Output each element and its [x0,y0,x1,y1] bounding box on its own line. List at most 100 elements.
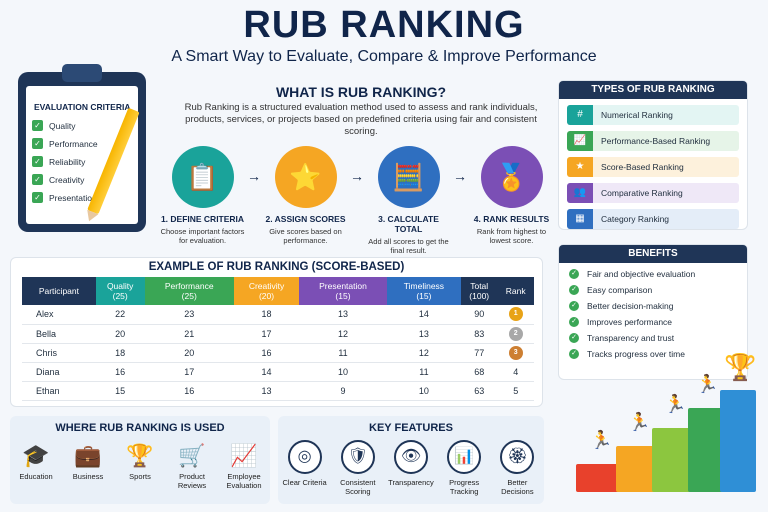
column-header: Participant [22,277,96,305]
type-label: Numerical Ranking [601,110,673,120]
rank-cell: 5 [497,381,534,401]
total-cell: 90 [460,305,498,325]
benefits-title: BENEFITS [559,245,747,263]
feature-label: Better Decisions [501,478,534,496]
step-description: Rank from highest to lowest score. [476,227,547,245]
stair-step-5 [720,390,756,492]
score-cell: 15 [95,381,145,401]
what-is-title: WHAT IS RUB RANKING? [275,84,447,100]
step-description: Choose important factors for evaluation. [160,227,245,245]
trophy-icon: 🏆 [126,443,154,468]
participant-name: Alex [22,305,96,325]
usage-item: 🎓 Education [11,440,61,490]
column-header: Total (100) [460,277,498,305]
usage-label: Education [19,472,53,481]
score-cell: 12 [299,324,387,344]
feature-item: ◎ Clear Criteria [280,440,330,496]
score-cell: 18 [233,305,300,325]
types-title: TYPES OF RUB RANKING [559,81,747,99]
score-cell: 16 [144,381,234,401]
benefit-item: ✓ Tracks progress over time [569,349,747,359]
score-cell: 10 [299,362,387,382]
score-cell: 18 [95,343,145,363]
bar-chart-icon: 📊 [447,440,482,474]
participant-name: Chris [22,343,96,363]
benefit-label: Improves performance [587,317,673,327]
feature-label: Consistent Scoring [340,478,376,496]
employee-growth-icon: 📈 [230,443,258,468]
stair-step-1 [576,464,622,492]
benefit-item: ✓ Easy comparison [569,285,747,295]
column-header: Quality (25) [95,277,145,305]
table-row: Diana 16 17 14 10 11 68 4 [22,362,534,382]
check-icon: ✓ [569,269,579,279]
where-used-title: WHERE RUB RANKING IS USED [55,422,225,434]
check-icon: ✓ [569,285,579,295]
benefits-panel: BENEFITS ✓ Fair and objective evaluation ✓… [558,244,748,380]
total-cell: 63 [460,381,498,401]
table-header-row: Participant Quality (25) Performance (25) Cre… [22,277,534,305]
step-title: 3. CALCULATE TOTAL [378,214,439,234]
usage-label: Employee Evaluation [226,472,262,490]
key-features-panel: KEY FEATURES ◎ Clear Criteria 🛡 Consistent … [278,416,544,504]
score-cell: 13 [233,381,300,401]
calculator-icon: 🧮 [377,146,440,208]
benefit-label: Fair and objective evaluation [587,269,696,279]
column-header: Creativity (20) [233,277,300,305]
total-cell: 77 [460,343,498,363]
usage-item: 🛒 Product Reviews [167,440,217,490]
check-icon: ✓ [569,301,579,311]
usage-item: 💼 Business [63,440,113,490]
score-cell: 17 [233,324,300,344]
column-header: Presentation (15) [299,277,387,305]
runner-icon: 🏃 [590,430,613,450]
ranking-table: Participant Quality (25) Performance (25) Cre… [22,277,534,401]
column-label: Total [470,281,489,291]
criteria-label: Quality [49,120,76,131]
type-label: Performance-Based Ranking [601,136,711,146]
criteria-item: ✓ Reliability [32,156,132,167]
type-item: # Numerical Ranking [567,105,739,125]
column-label: Presentation [319,281,367,291]
feature-item: 📊 Progress Tracking [439,440,489,496]
target-icon: ◎ [287,440,322,474]
benefit-label: Transparency and trust [587,333,675,343]
check-icon: ✓ [32,138,43,149]
numbers-icon: # [567,105,593,125]
criteria-label: Performance [49,138,98,149]
score-cell: 13 [386,324,461,344]
rank-cell: 4 [497,362,534,382]
cart-icon: 🛒 [178,443,206,468]
arrow-right-icon: → [453,168,467,184]
arrow-right-icon: → [247,168,261,184]
criteria-item: ✓ Performance [32,138,132,149]
criteria-list: ✓ Quality ✓ Performance ✓ Reliability ✓ Creativ… [32,120,132,203]
score-cell: 14 [386,305,461,325]
table-row: Bella 20 21 17 12 13 83 2 [22,324,534,344]
participant-name: Ethan [22,381,96,401]
trophy-icon: 🏆 [724,352,757,382]
score-cell: 14 [233,362,300,382]
participant-name: Diana [22,362,96,382]
check-icon: ✓ [32,120,43,131]
column-label: Timeliness [403,281,445,291]
medal-icon: 2 [508,326,523,341]
step-4: 🏅 4. RANK RESULTS Rank from highest to low… [467,146,556,245]
type-label: Comparative Ranking [601,188,683,198]
feature-item: 🏵 Better Decisions [492,440,542,496]
column-label: Participant [38,286,79,296]
briefcase-icon: 💼 [74,443,102,468]
score-cell: 20 [144,343,234,363]
what-is-description: Rub Ranking is a structured evaluation m… [184,102,538,137]
table-body: Alex 22 23 18 13 14 90 1 Bella 20 21 17 12 13 83 2 Chris… [22,305,534,401]
type-label: Category Ranking [601,214,670,224]
feature-item: 🛡 Consistent Scoring [333,440,383,496]
score-cell: 13 [299,305,387,325]
key-features-row: ◎ Clear Criteria 🛡 Consistent Scoring 👁 Trans… [278,440,544,496]
types-panel: TYPES OF RUB RANKING # Numerical Ranking 📈… [558,80,748,230]
score-cell: 11 [386,362,461,382]
score-cell: 17 [144,362,234,382]
benefit-item: ✓ Transparency and trust [569,333,747,343]
score-cell: 16 [95,362,145,382]
usage-item: 🏆 Sports [115,440,165,490]
